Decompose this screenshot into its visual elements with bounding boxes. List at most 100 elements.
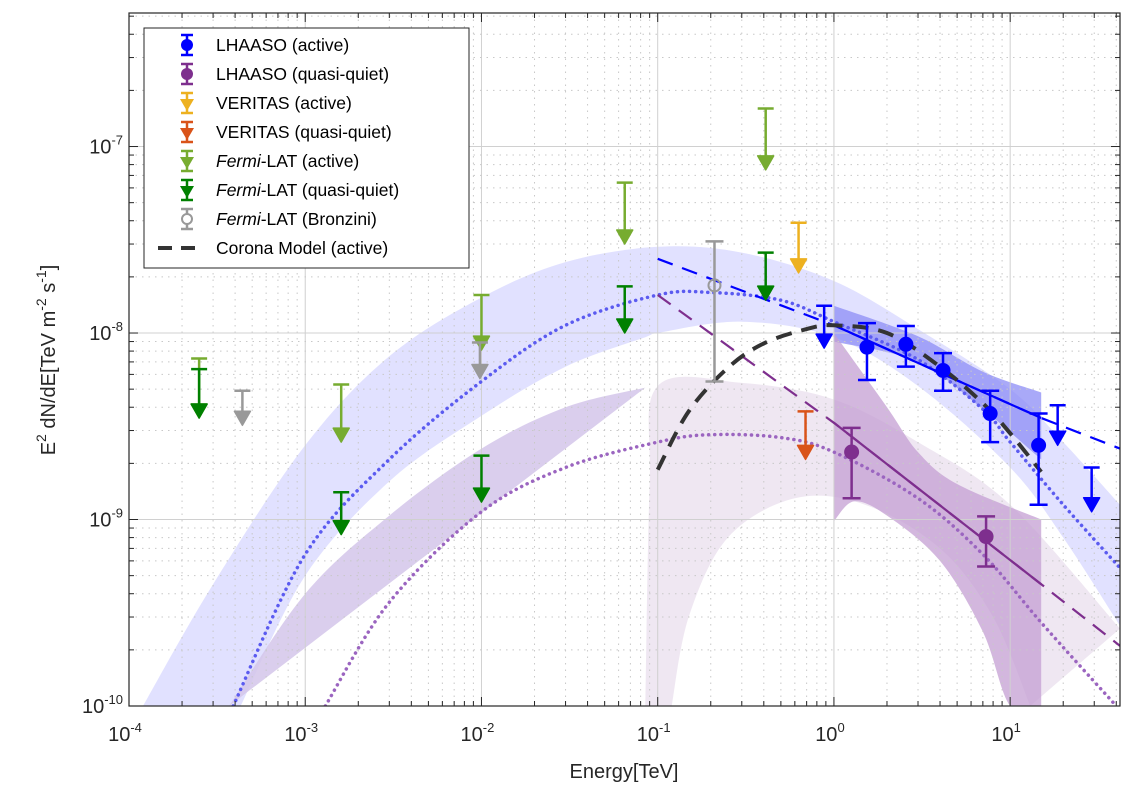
x-axis-label: Energy[TeV] (570, 761, 679, 783)
upper-limit-fermi-lat-bronzini (471, 341, 489, 380)
legend-item: Corona Model (active) (158, 238, 388, 258)
legend-label-text: -LAT (active) (261, 151, 360, 171)
y-tick-label: 10-7 (89, 133, 123, 159)
tick-base: 10 (461, 724, 483, 746)
upper-limit-arrow (472, 487, 491, 503)
legend-label-text: Corona Model (active) (216, 238, 388, 258)
y-tick-label: 10-9 (89, 506, 123, 532)
x-tick-label: 10-2 (461, 720, 495, 746)
upper-limit-fermi-lat-quasi-quiet (472, 454, 491, 503)
tick-base: 10 (89, 137, 111, 159)
legend-triangle-icon (180, 128, 194, 140)
y-label-sup3: -1 (33, 270, 49, 283)
upper-limit-fermi-lat-active (332, 383, 350, 443)
tick-base: 10 (82, 696, 104, 718)
upper-limit-veritas-quasi-quiet (796, 410, 815, 461)
tick-exponent: -7 (111, 133, 123, 148)
legend-triangle-icon (180, 186, 194, 198)
data-point (898, 336, 914, 352)
legend-box (143, 27, 470, 269)
legend-item: LHAASO (active) (181, 33, 349, 57)
data-point (859, 339, 875, 355)
legend-label: Fermi-LAT (active) (216, 151, 359, 171)
upper-limit-lhaaso-active (1048, 403, 1067, 447)
upper-limit-fermi-lat-quasi-quiet (190, 367, 208, 419)
point-lhaaso-active (896, 324, 915, 368)
legend-triangle-icon (180, 157, 194, 169)
data-point (978, 529, 994, 545)
legend-label-text: VERITAS (quasi-quiet) (216, 122, 392, 142)
upper-limit-veritas-active (789, 221, 808, 274)
y-tick-label: 10-10 (82, 692, 123, 718)
y-label-base: E (38, 442, 60, 455)
data-markers (190, 107, 1101, 568)
upper-limit-arrow (1082, 497, 1101, 513)
legend-label: LHAASO (active) (216, 35, 349, 55)
upper-limit-arrow (190, 403, 208, 419)
upper-limit-fermi-lat-active (756, 107, 775, 171)
x-tick-labels: 10-4 10-3 10-2 10-1 100 101 (108, 720, 1021, 746)
tick-exponent: -1 (659, 720, 671, 735)
upper-limit-arrow (615, 229, 634, 245)
svg-text:E2 dN/dE[TeV m-2 s-1]: E2 dN/dE[TeV m-2 s-1] (33, 265, 60, 456)
legend-circle-icon (181, 39, 193, 51)
point-lhaaso-active (1029, 412, 1048, 506)
upper-limit-lhaaso-active (815, 304, 833, 349)
line-active-model-dotted (231, 289, 1120, 706)
legend-item: VERITAS (active) (180, 91, 352, 115)
data-point (935, 362, 951, 378)
upper-limit-arrow (756, 155, 775, 171)
upper-limit-arrow (815, 333, 833, 349)
y-axis-label: E2 dN/dE[TeV m-2 s-1] (33, 265, 60, 456)
legend-label: VERITAS (quasi-quiet) (216, 122, 392, 142)
upper-limit-fermi-lat-quasi-quiet (615, 285, 634, 334)
point-lhaaso-active (857, 321, 876, 382)
point-lhaaso-active (981, 389, 1000, 444)
tick-base: 10 (815, 724, 837, 746)
upper-limit-arrow (1048, 430, 1067, 447)
tick-base: 10 (89, 323, 111, 345)
y-tick-label: 10-8 (89, 319, 123, 345)
legend-label-italic: Fermi (216, 180, 262, 200)
y-label-mid: dN/dE[TeV m (38, 311, 60, 434)
legend-label-text: -LAT (Bronzini) (261, 209, 377, 229)
x-tick-label: 10-4 (108, 720, 142, 746)
data-point (844, 444, 860, 460)
upper-limit-arrow (789, 258, 808, 274)
upper-limit-arrow (233, 410, 252, 427)
legend-label: Fermi-LAT (Bronzini) (216, 209, 377, 229)
band-active-model-band (143, 246, 1120, 706)
legend-label-italic: Fermi (216, 151, 262, 171)
legend-label: Fermi-LAT (quasi-quiet) (216, 180, 399, 200)
legend-item: VERITAS (quasi-quiet) (180, 120, 392, 144)
tick-base: 10 (108, 724, 130, 746)
tick-exponent: -8 (111, 319, 123, 334)
axes (128, 12, 1121, 707)
upper-limit-arrow (332, 427, 350, 443)
upper-limit-arrow (756, 285, 775, 301)
x-tick-label: 101 (991, 720, 1020, 746)
upper-limit-fermi-lat-quasi-quiet (756, 251, 775, 301)
upper-limit-fermi-lat-bronzini (233, 389, 252, 427)
x-tick-label: 10-3 (284, 720, 318, 746)
legend-label: LHAASO (quasi-quiet) (216, 64, 389, 84)
tick-base: 10 (89, 510, 111, 532)
x-tick-label: 10-1 (637, 720, 671, 746)
legend-label: Corona Model (active) (216, 238, 388, 258)
upper-limit-lhaaso-active (1082, 466, 1101, 513)
data-point-open (707, 278, 722, 293)
upper-limit-fermi-lat-active (615, 181, 634, 245)
y-label-sup2: -2 (33, 298, 49, 311)
upper-limit-arrow (615, 318, 634, 334)
line-lhaaso-quasi-quiet-fit-dashed-solid (833, 421, 1042, 586)
line-quasi-quiet-model-dotted (323, 432, 1119, 706)
tick-exponent: -9 (111, 506, 123, 521)
tick-base: 10 (991, 724, 1013, 746)
y-label-mid2: s (38, 283, 60, 299)
tick-exponent: -10 (104, 692, 123, 707)
data-point (982, 406, 998, 422)
legend-label-text: LHAASO (quasi-quiet) (216, 64, 389, 84)
legend-circle-icon (181, 68, 193, 80)
